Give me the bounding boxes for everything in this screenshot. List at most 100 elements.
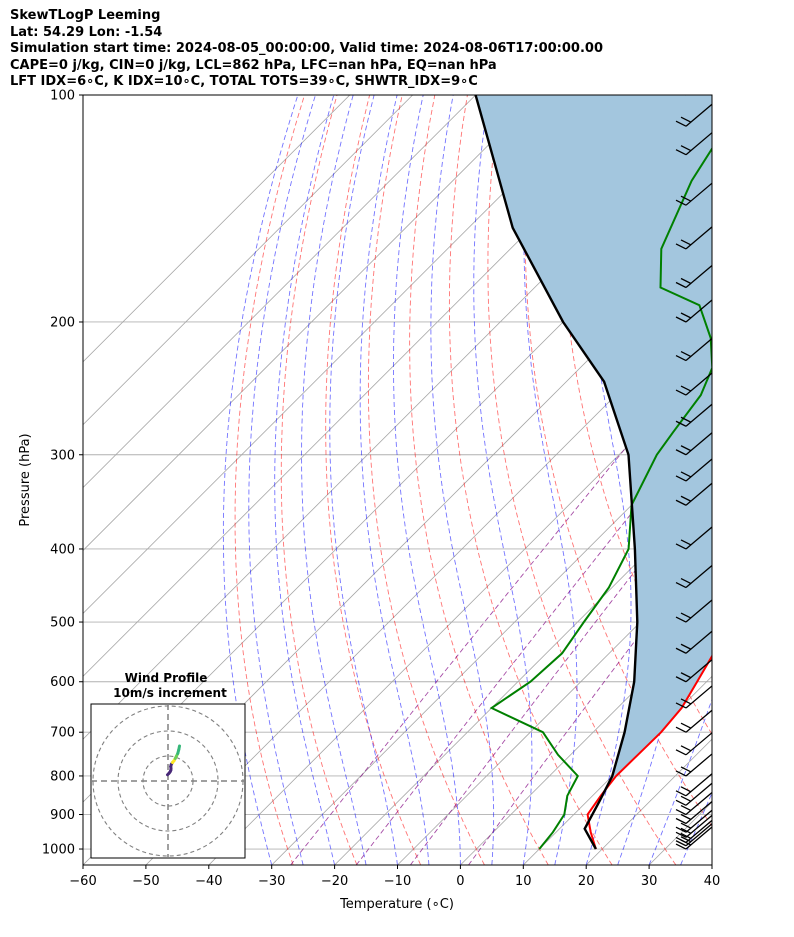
dry-adiabat <box>325 95 422 865</box>
wind-barb <box>675 403 712 427</box>
wind-barb <box>675 372 712 396</box>
moist-adiabat <box>680 791 712 865</box>
isotherm-line <box>334 487 712 865</box>
y-tick-label: 800 <box>50 769 75 784</box>
y-tick-label: 500 <box>50 616 75 631</box>
wind-barb <box>675 732 712 756</box>
wind-barb <box>675 823 712 847</box>
y-tick-label: 1000 <box>42 843 75 858</box>
wind-barb <box>675 482 712 506</box>
parcel-line <box>474 95 639 850</box>
mixing-ratio-line <box>355 411 712 865</box>
isotherm-line <box>711 864 712 865</box>
dewpoint-line <box>489 146 712 850</box>
x-tick-label: −10 <box>384 874 411 889</box>
dry-adiabat <box>761 95 794 865</box>
dry-adiabat <box>448 95 613 865</box>
wind-barb <box>675 226 712 250</box>
hodograph-segment <box>177 744 181 752</box>
wind-barb <box>675 599 712 623</box>
wind-barb <box>675 338 712 362</box>
dry-adiabat <box>234 95 305 865</box>
wind-barb <box>675 782 712 806</box>
isotherm-line <box>83 95 351 363</box>
wind-barb <box>675 792 712 816</box>
y-axis-label: Pressure (hPa) <box>18 433 33 526</box>
isotherm-line <box>397 549 712 865</box>
wind-barb <box>675 685 712 709</box>
moist-adiabat <box>248 95 316 865</box>
dry-adiabat <box>487 95 677 865</box>
y-tick-label: 200 <box>50 315 75 330</box>
wind-barb <box>684 95 688 96</box>
x-tick-label: 30 <box>641 874 658 889</box>
wind-barb <box>675 800 712 825</box>
hodograph-area <box>91 704 245 858</box>
dry-adiabat <box>728 95 794 865</box>
wind-barb <box>675 659 712 683</box>
moist-adiabat <box>329 95 398 865</box>
wind-barb <box>675 753 712 777</box>
chart-title: SkewTLogP Leeming <box>10 8 161 23</box>
axes: −60 −50 −40 −30 −20 −10 0 10 20 30 40 1000 900 800 700… <box>42 89 720 890</box>
x-tick-label: 40 <box>704 874 721 889</box>
moist-adiabat <box>648 698 712 865</box>
wind-barb <box>675 458 712 482</box>
isotherm-line <box>145 298 712 865</box>
x-tick-label: −60 <box>69 874 96 889</box>
wind-barb <box>675 132 712 156</box>
mixing-ratio-line <box>410 471 712 865</box>
cape-line: CAPE=0 j/kg, CIN=0 j/kg, LCL=862 hPa, LF… <box>10 57 497 73</box>
wind-barb <box>675 299 712 323</box>
temperature-line <box>586 654 712 850</box>
isotherm-line <box>83 95 539 552</box>
x-tick-label: −30 <box>258 874 285 889</box>
dry-adiabat <box>409 95 549 865</box>
wind-barb <box>675 565 712 589</box>
x-tick-label: 0 <box>456 874 464 889</box>
moist-adiabat <box>393 95 461 865</box>
dry-adiabat <box>280 95 358 865</box>
y-tick-label: 300 <box>50 448 75 463</box>
isotherm-line <box>208 361 712 865</box>
cape-cin-fill <box>475 95 712 801</box>
wind-barb <box>675 103 712 127</box>
isotherm-line <box>83 95 602 614</box>
isotherm-line <box>460 612 712 865</box>
wind-barb <box>675 432 712 456</box>
x-tick-label: −20 <box>321 874 348 889</box>
moist-adiabat <box>430 95 495 865</box>
x-tick-label: −50 <box>132 874 159 889</box>
moist-adiabat <box>473 95 533 865</box>
y-tick-label: 900 <box>50 808 75 823</box>
moist-adiabat <box>222 95 299 865</box>
hodograph-title: Wind Profile <box>125 671 208 685</box>
wind-barb <box>675 709 712 733</box>
x-axis-label: Temperature (∘C) <box>339 897 454 912</box>
wind-barb <box>675 819 712 843</box>
wind-barb <box>675 809 712 833</box>
moist-adiabat <box>274 95 336 865</box>
hodograph-ring <box>117 730 219 832</box>
moist-adiabat <box>711 863 712 865</box>
wind-barb <box>675 526 712 550</box>
chart-header: SkewTLogP Leeming Lat: 54.29 Lon: -1.54 … <box>10 8 603 91</box>
isotherm-line <box>83 95 413 426</box>
x-tick-label: −40 <box>195 874 222 889</box>
wind-barb <box>675 182 712 206</box>
hodograph-subtitle: 10m/s increment <box>113 686 227 700</box>
wind-barb <box>675 814 712 838</box>
x-tick-label: 20 <box>578 874 595 889</box>
y-tick-label: 100 <box>50 89 75 104</box>
moist-adiabat <box>301 95 367 865</box>
index-line: LFT IDX=6∘C, K IDX=10∘C, TOTAL TOTS=39∘C… <box>10 74 478 89</box>
x-tick-label: 10 <box>515 874 532 889</box>
y-tick-label: 600 <box>50 675 75 690</box>
moist-adiabat <box>359 95 430 865</box>
time-line: Simulation start time: 2024-08-05_00:00:… <box>10 41 603 56</box>
y-tick-label: 700 <box>50 726 75 741</box>
wind-barb <box>675 264 712 289</box>
wind-barb <box>675 773 712 797</box>
